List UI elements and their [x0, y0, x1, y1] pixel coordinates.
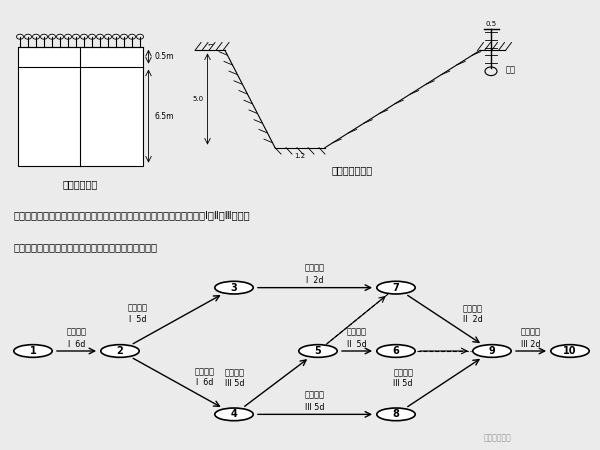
Text: 施工单位组织基槽开挖、管道安装和土方回填三个施工队流水作业，并按Ⅰ、Ⅱ、Ⅲ划分成: 施工单位组织基槽开挖、管道安装和土方回填三个施工队流水作业，并按Ⅰ、Ⅱ、Ⅲ划分成 [13, 210, 250, 220]
Text: 1.2: 1.2 [295, 153, 305, 159]
Text: 6: 6 [392, 346, 400, 356]
Text: III 5d: III 5d [224, 379, 244, 388]
Text: 4: 4 [230, 410, 238, 419]
Circle shape [473, 345, 511, 357]
Text: 管道安装: 管道安装 [127, 304, 148, 313]
Text: 沟槽剪面示意图: 沟槽剪面示意图 [332, 166, 373, 176]
Text: III 2d: III 2d [521, 340, 541, 349]
Circle shape [377, 281, 415, 294]
Text: III 5d: III 5d [305, 403, 325, 412]
Text: 5.0: 5.0 [193, 96, 203, 102]
Text: 基础开挖: 基础开挖 [224, 369, 244, 378]
Text: I  2d: I 2d [306, 276, 324, 285]
Text: 基础开挖: 基础开挖 [305, 391, 325, 400]
Text: 0.5m: 0.5m [155, 52, 174, 61]
Bar [17, 47, 143, 166]
Text: 1: 1 [29, 346, 37, 356]
Text: 5: 5 [314, 346, 322, 356]
Text: 土方回填: 土方回填 [305, 264, 325, 273]
Text: 土方回填: 土方回填 [521, 327, 541, 336]
Text: 10: 10 [563, 346, 577, 356]
Text: 2: 2 [116, 346, 124, 356]
Circle shape [215, 281, 253, 294]
Text: 管道安装: 管道安装 [347, 327, 367, 336]
Text: 管道安装: 管道安装 [393, 368, 413, 377]
Circle shape [101, 345, 139, 357]
Circle shape [215, 408, 253, 421]
Text: ⌐: ⌐ [207, 42, 213, 48]
Text: 3: 3 [230, 283, 238, 293]
Text: I  6d: I 6d [68, 340, 85, 349]
Text: 七易筑筑排沟: 七易筑筑排沟 [484, 434, 512, 443]
Text: I  5d: I 5d [129, 315, 146, 324]
Text: 0.5: 0.5 [485, 21, 497, 27]
Text: II  5d: II 5d [347, 340, 367, 349]
Text: 沟槽平面示意: 沟槽平面示意 [62, 179, 98, 189]
Text: 土方回填: 土方回填 [463, 305, 483, 314]
Circle shape [377, 345, 415, 357]
Text: 6.5m: 6.5m [155, 112, 174, 121]
Circle shape [377, 408, 415, 421]
Text: 基础开挖: 基础开挖 [194, 367, 215, 376]
Text: I  6d: I 6d [196, 378, 213, 387]
Circle shape [299, 345, 337, 357]
Text: 三个施工段，根据合同工期要求绘制网络进度图如下：: 三个施工段，根据合同工期要求绘制网络进度图如下： [13, 242, 157, 252]
Text: 7: 7 [392, 283, 400, 293]
Circle shape [551, 345, 589, 357]
Text: 8: 8 [392, 410, 400, 419]
Text: 基础开挖: 基础开挖 [67, 327, 86, 336]
Text: 9: 9 [488, 346, 496, 356]
Text: II  2d: II 2d [463, 315, 483, 324]
Text: 滤管: 滤管 [506, 66, 516, 75]
Text: III 5d: III 5d [394, 379, 413, 388]
Circle shape [14, 345, 52, 357]
